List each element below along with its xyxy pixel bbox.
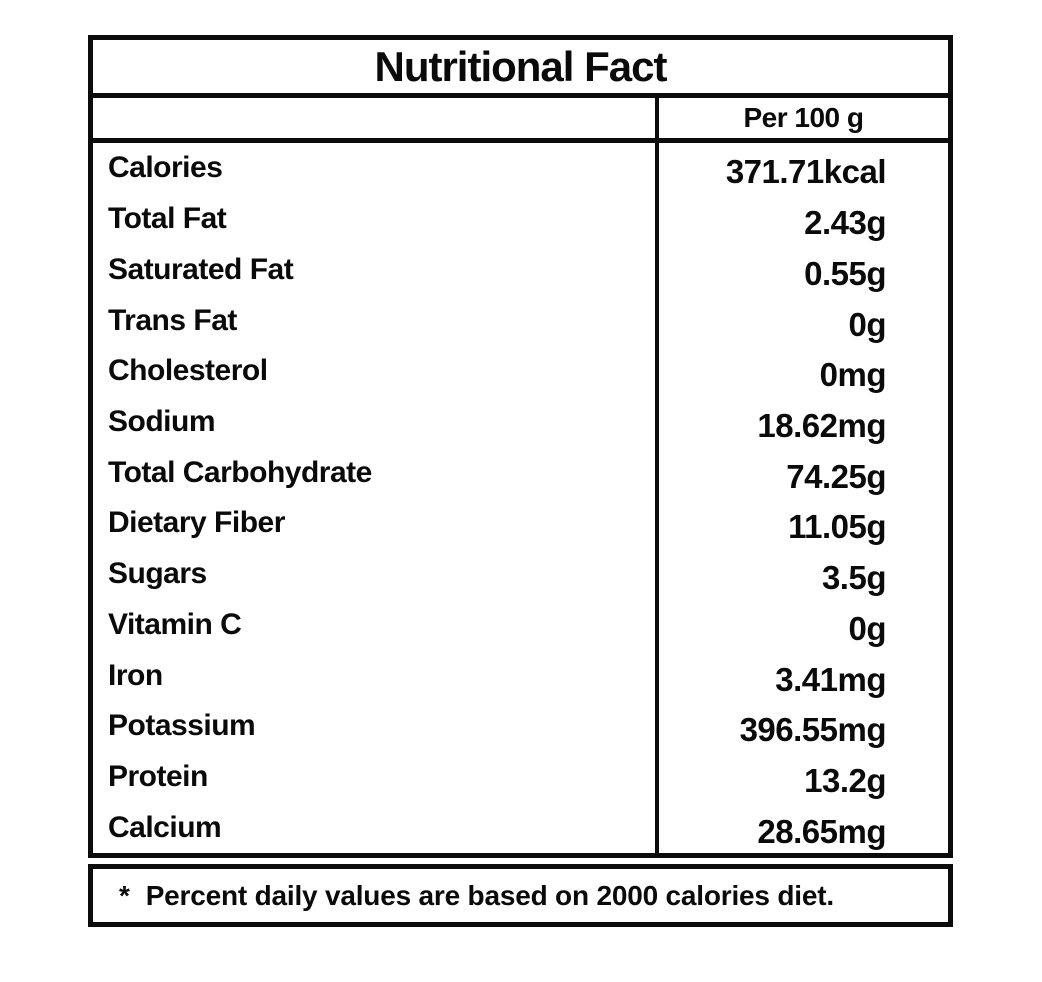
nutrient-value: 0g <box>655 295 948 346</box>
nutrient-value: 13.2g <box>655 751 948 803</box>
nutrient-value: 2.43g <box>655 193 948 245</box>
nutrient-value-text: 396.55mg <box>739 711 887 749</box>
nutrient-row: Vitamin C 0g <box>93 599 948 651</box>
nutrient-label: Sodium <box>108 404 216 438</box>
column-header-row: Per 100 g <box>93 98 948 143</box>
nutrient-label: Dietary Fiber <box>108 506 285 540</box>
nutrient-label: Total Fat <box>108 202 227 236</box>
nutrient-value: 0g <box>655 599 948 651</box>
table-title: Nutritional Fact <box>93 40 948 98</box>
nutrient-row: Cholesterol 0mg <box>93 345 948 397</box>
nutrient-value-text: 74.25g <box>786 457 886 495</box>
nutrient-label: Trans Fat <box>108 303 237 337</box>
nutrient-value: 3.41mg <box>655 650 948 701</box>
nutrient-label: Potassium <box>108 709 256 743</box>
nutrient-value: 396.55mg <box>655 700 948 752</box>
nutrient-label: Protein <box>108 759 208 793</box>
nutrient-value: 0mg <box>655 345 948 397</box>
nutrient-row: Potassium 396.55mg <box>93 700 948 752</box>
nutrient-row: Protein 13.2g <box>93 751 948 803</box>
nutrient-label: Saturated Fat <box>108 252 294 286</box>
nutrient-row: Iron 3.41mg <box>93 650 948 701</box>
nutrient-column-header-empty <box>93 98 655 138</box>
nutrient-row: Total Carbohydrate 74.25g <box>93 447 948 499</box>
nutrient-row: Calories 371.71kcal <box>93 143 948 194</box>
nutrient-row: Sodium 18.62mg <box>93 396 948 448</box>
nutrient-row: Sugars 3.5g <box>93 548 948 600</box>
nutrition-facts-table: Nutritional Fact Per 100 g Calories 371.7… <box>88 35 953 858</box>
nutrient-label: Calories <box>108 151 223 185</box>
nutrient-value-text: 0g <box>848 609 886 647</box>
nutrient-label: Calcium <box>108 810 222 844</box>
nutrient-value-text: 13.2g <box>804 761 886 799</box>
nutrient-value-text: 3.41mg <box>775 660 886 698</box>
nutrient-value: 28.65mg <box>655 802 948 854</box>
per-100g-column-header: Per 100 g <box>655 98 948 138</box>
nutrient-value-text: 0g <box>848 305 886 343</box>
nutrient-value-text: 11.05g <box>788 508 886 546</box>
nutrient-value: 18.62mg <box>655 396 948 448</box>
nutrient-label: Vitamin C <box>108 607 242 641</box>
nutrient-value: 11.05g <box>655 498 948 549</box>
nutrient-value-text: 3.5g <box>821 559 887 597</box>
nutrient-row: Total Fat 2.43g <box>93 193 948 245</box>
nutrient-row: Trans Fat 0g <box>93 295 948 346</box>
nutrient-value-text: 371.71kcal <box>725 153 887 191</box>
footnote-asterisk: * <box>119 879 130 911</box>
nutrient-label: Iron <box>108 658 163 692</box>
nutrient-label: Sugars <box>108 557 207 591</box>
nutrient-value-text: 28.65mg <box>757 812 886 850</box>
nutrient-value: 0.55g <box>655 244 948 296</box>
nutrient-value: 3.5g <box>655 548 948 600</box>
nutrient-row: Dietary Fiber 11.05g <box>93 498 948 549</box>
nutrient-value-text: 18.62mg <box>757 406 886 444</box>
nutrient-value: 74.25g <box>655 447 948 499</box>
nutrient-row: Calcium 28.65mg <box>93 802 948 854</box>
nutrient-rows: Calories 371.71kcal Total Fat 2.43g Saturate… <box>93 143 948 854</box>
nutrient-label: Cholesterol <box>108 354 268 388</box>
nutrient-value-text: 2.43g <box>804 204 886 242</box>
nutrient-value-text: 0.55g <box>804 254 886 292</box>
nutrient-label: Total Carbohydrate <box>108 455 372 489</box>
footnote-text: Percent daily values are based on 2000 c… <box>145 879 834 911</box>
nutrient-value-text: 0mg <box>819 356 887 394</box>
nutrient-row: Saturated Fat 0.55g <box>93 244 948 296</box>
footnote-box: * Percent daily values are based on 2000… <box>88 864 953 927</box>
nutrient-value: 371.71kcal <box>655 143 948 194</box>
